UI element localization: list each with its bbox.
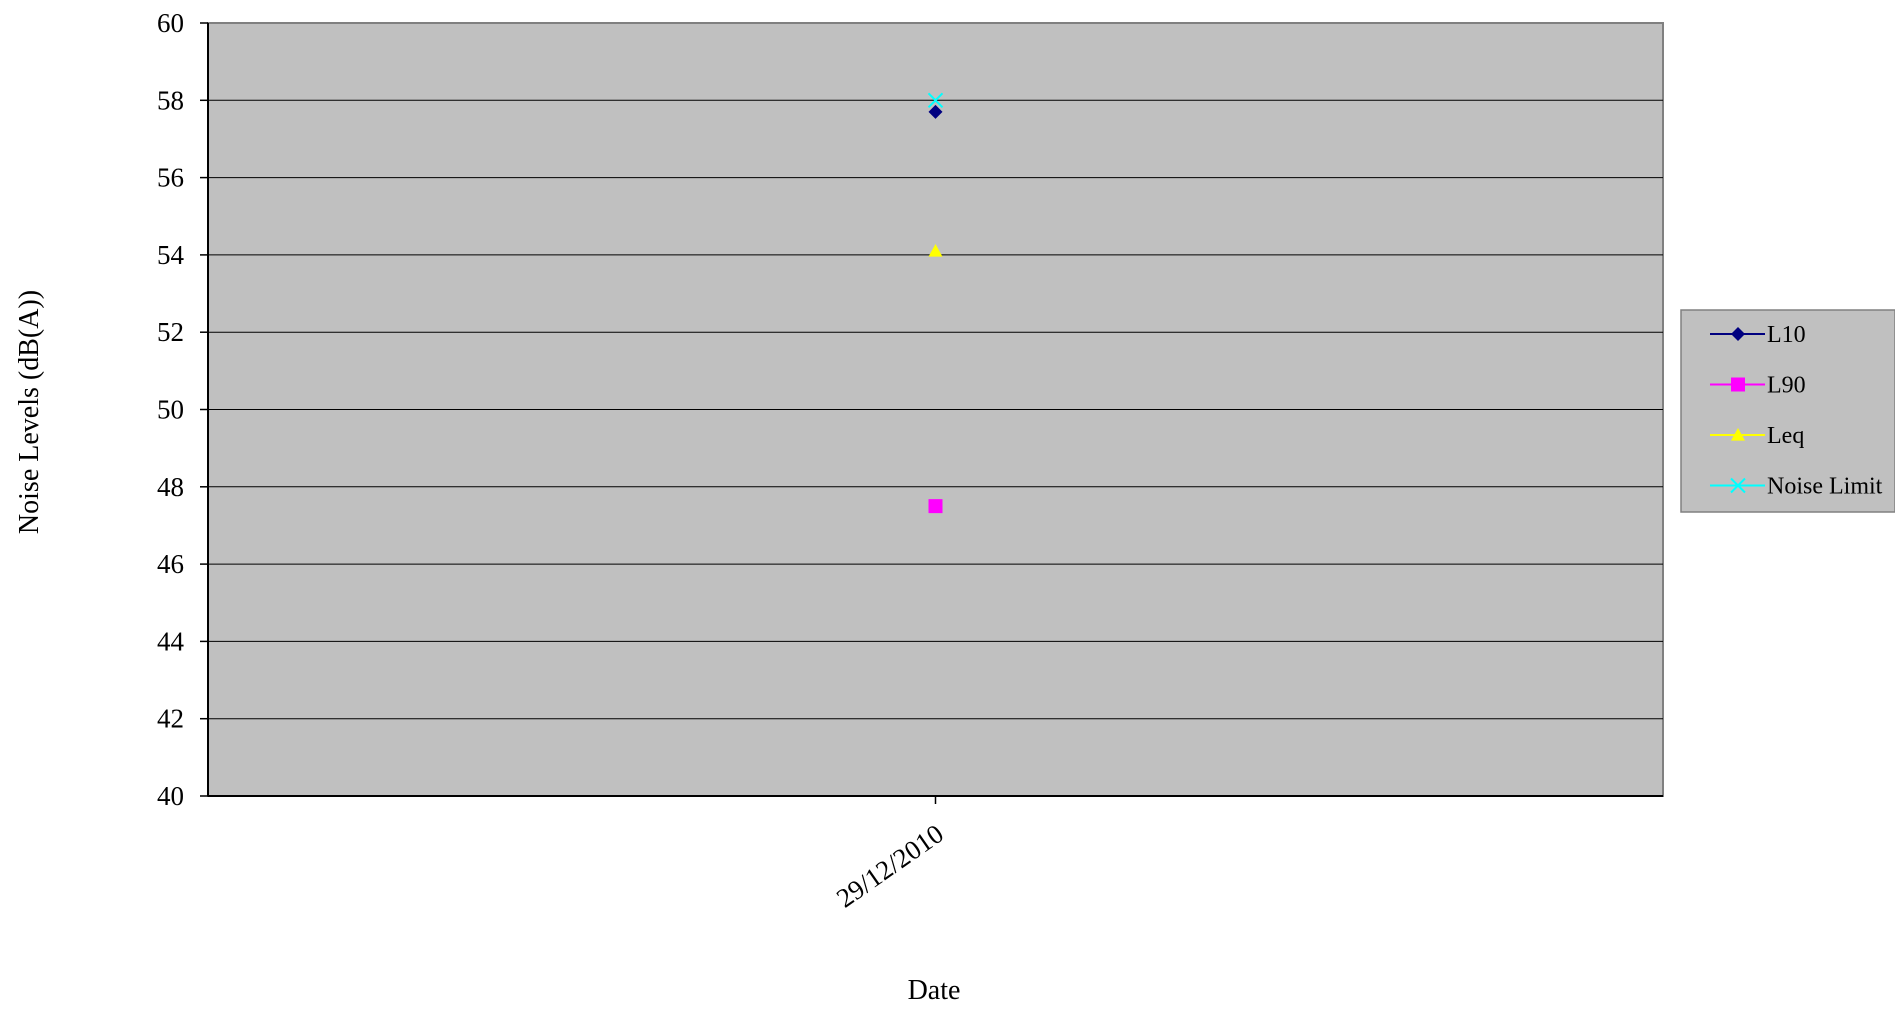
y-tick-labels: 40 42 44 46 48 50 52 54 56 58 60 (157, 8, 208, 811)
legend-item-l90: L90 (1710, 373, 1806, 399)
y-axis-title: Noise Levels (dB(A)) (14, 290, 45, 534)
y-tick-label: 60 (157, 8, 184, 38)
y-tick-label: 56 (157, 163, 184, 193)
legend-marker (1731, 327, 1745, 341)
legend-label: Noise Limit (1767, 474, 1883, 500)
y-tick-label: 48 (157, 472, 184, 502)
data-point-noise-limit (927, 92, 944, 109)
y-tick-label: 54 (157, 240, 185, 270)
data-point-l90 (928, 499, 943, 514)
legend-marker (1730, 477, 1746, 494)
x-tick-label: 29/12/2010 (831, 818, 949, 913)
y-tick-label: 52 (157, 317, 184, 347)
legend: L10 L90 Leq Noise Limit (1680, 309, 1895, 513)
y-tick-label: 50 (157, 395, 184, 425)
y-tick-label: 58 (157, 85, 184, 115)
x-axis-title: Date (908, 975, 961, 1006)
legend-label: Leq (1767, 423, 1804, 449)
legend-label: L90 (1767, 373, 1806, 399)
legend-items: L10 L90 Leq Noise Limit (1710, 322, 1883, 500)
x-tick-labels: 29/12/2010 (831, 796, 949, 913)
legend-marker (1731, 428, 1745, 441)
y-tick-label: 44 (157, 626, 185, 656)
legend-marker (1731, 377, 1745, 392)
data-point-leq (928, 244, 943, 257)
legend-box (1680, 309, 1895, 513)
y-tick-label: 46 (157, 549, 184, 579)
y-tick-label: 40 (157, 781, 184, 811)
legend-item-leq: Leq (1710, 423, 1804, 449)
legend-item-l10: L10 (1710, 322, 1806, 348)
legend-item-noise-limit: Noise Limit (1710, 474, 1883, 500)
data-point-l10 (928, 104, 943, 119)
legend-label: L10 (1767, 322, 1806, 348)
data-points (927, 92, 944, 514)
y-tick-label: 42 (157, 704, 184, 734)
